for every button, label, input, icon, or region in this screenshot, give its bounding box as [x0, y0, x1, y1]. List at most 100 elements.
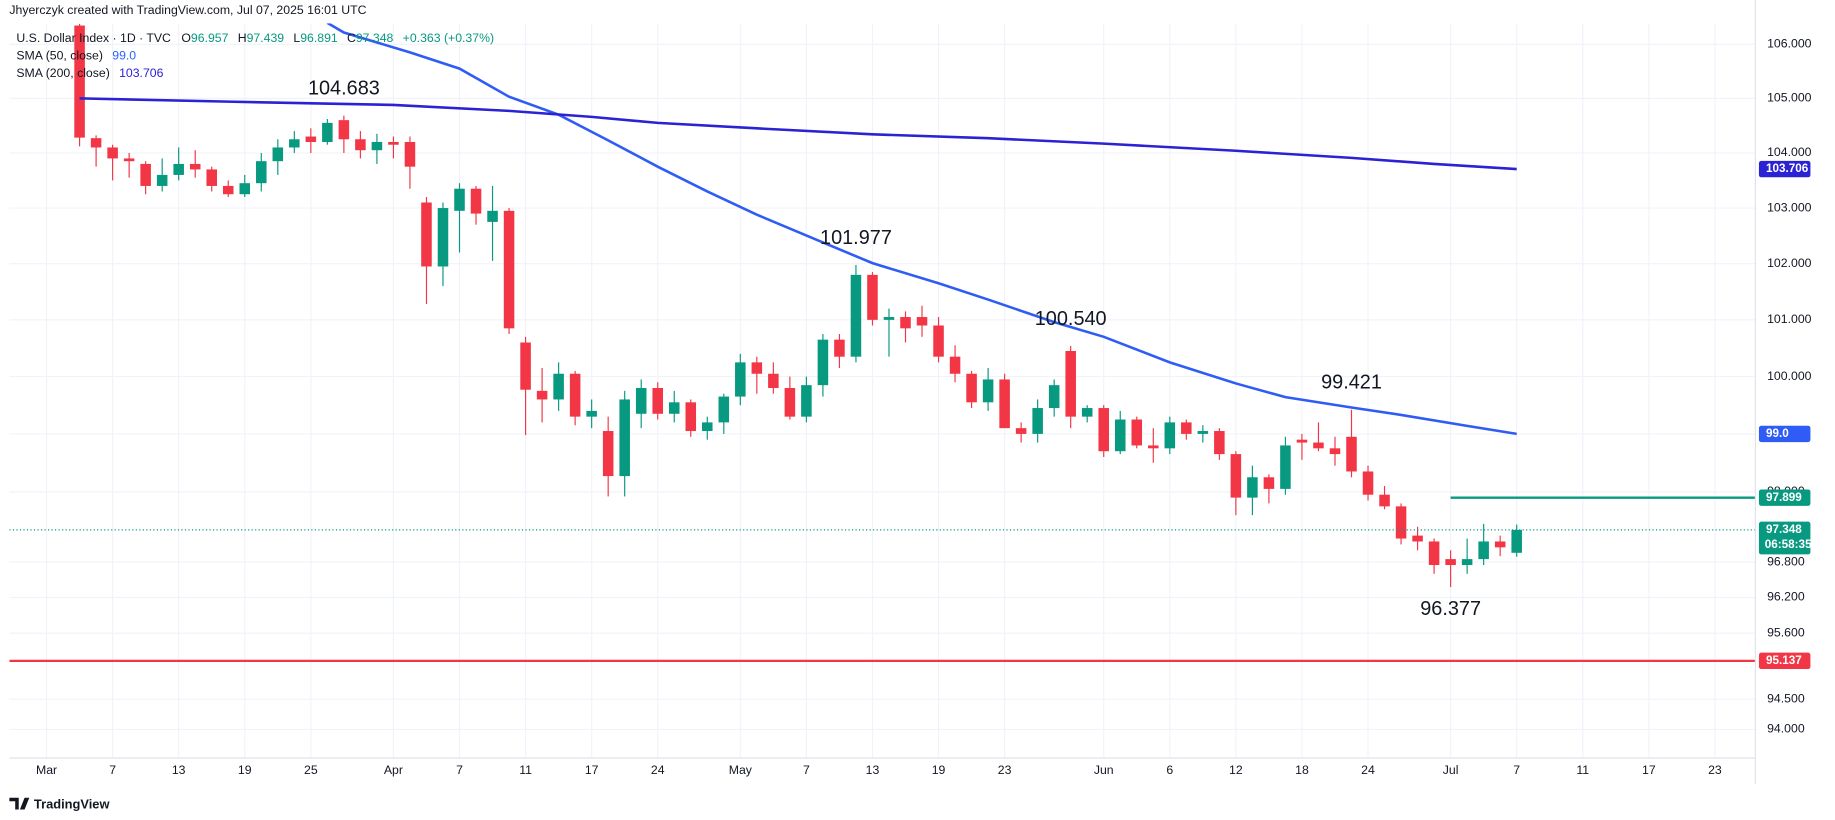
candle-body [1395, 506, 1407, 539]
candle-body [916, 317, 928, 326]
open-value: 96.957 [191, 31, 229, 45]
x-tick-label: 24 [1361, 763, 1375, 777]
candle-body [949, 356, 961, 374]
plot-area [9, 23, 1756, 663]
candle-body [206, 169, 217, 186]
candle-body [256, 161, 267, 184]
candle-body [982, 379, 994, 403]
candle-body [1346, 436, 1357, 472]
y-tick-label: 102.000 [1767, 256, 1812, 270]
candle-body [173, 163, 184, 175]
candle-body [718, 396, 730, 423]
candle-body [156, 174, 168, 186]
annotations: 104.683 101.977 100.540 99.421 96.377 [308, 78, 1481, 621]
candle-body [569, 373, 581, 417]
candle-body [652, 388, 663, 414]
annotation: 96.377 [1420, 598, 1481, 620]
candle-body [702, 422, 713, 432]
legend-sma200: SMA (200, close) 103.706 [16, 66, 163, 80]
candle-body [1181, 422, 1192, 434]
candle-body [1280, 445, 1291, 489]
sma-line [79, 97, 1517, 171]
sma-tag-bg [1758, 425, 1811, 443]
candle-body [1164, 422, 1176, 449]
candle-body [1263, 477, 1275, 489]
candle-body [850, 274, 862, 357]
x-tick-label: 7 [456, 763, 463, 777]
candle-body [685, 402, 697, 432]
x-tick-label: 12 [1229, 763, 1243, 777]
x-tick-label: Jul [1443, 763, 1459, 777]
sma-tag: 99.0 [1766, 427, 1789, 440]
candle-body [834, 339, 845, 357]
candle-body [635, 388, 647, 414]
logo-mark [9, 797, 30, 810]
x-tick-label: Jun [1094, 763, 1114, 777]
footer-brand: TradingView [34, 796, 111, 811]
y-tick-label: 100.000 [1767, 369, 1812, 383]
sma-tag: 103.706 [1766, 162, 1809, 175]
y-tick-label: 95.600 [1767, 625, 1805, 639]
y-tick-label: 94.500 [1767, 691, 1805, 705]
change: +0.363 (+0.37%) [403, 31, 494, 45]
candle-body [437, 208, 449, 267]
y-tick-label: 96.800 [1767, 554, 1805, 568]
x-tick-label: 18 [1295, 763, 1309, 777]
candle-body [735, 362, 746, 397]
x-tick-label: 13 [172, 763, 186, 777]
candle-body [305, 136, 317, 142]
legend-name: SMA (200, close) [16, 66, 109, 80]
candle-body [503, 210, 515, 329]
candle-body [1148, 445, 1159, 449]
candle-body [470, 188, 482, 214]
candle-body [751, 362, 763, 374]
last-price-tag-bg [1758, 521, 1811, 555]
candle-body [222, 185, 234, 195]
x-tick-label: 11 [519, 763, 532, 777]
candle-body [1511, 529, 1522, 553]
candle-body [999, 379, 1010, 429]
close-letter: C [347, 31, 356, 45]
candle-body [1230, 454, 1242, 498]
x-tick-label: May [729, 763, 753, 777]
candle-body [1065, 350, 1076, 417]
candle-body [1048, 385, 1060, 409]
y-tick-label: 106.000 [1767, 37, 1812, 51]
y-tick-label: 94.000 [1767, 722, 1805, 736]
candle-body [140, 163, 151, 186]
x-tick-label: 17 [1642, 763, 1656, 777]
x-tick-label: 19 [932, 763, 946, 777]
y-tick-label: 103.000 [1767, 200, 1812, 214]
annotation: 99.421 [1321, 372, 1382, 394]
candle-body [768, 373, 779, 389]
x-tick-label: Mar [36, 763, 57, 777]
price-level-tag-bg [1758, 652, 1811, 670]
candle-body [1313, 442, 1324, 449]
candle-body [289, 139, 300, 148]
candle-body [239, 183, 251, 195]
candle-body [388, 141, 399, 145]
legend-value: 103.706 [119, 66, 164, 80]
candle-body [272, 147, 284, 162]
candle-body [900, 317, 911, 329]
candle-body [1098, 408, 1109, 452]
annotation: 104.683 [308, 78, 380, 100]
candle-body [1247, 477, 1258, 498]
y-tick-label: 105.000 [1767, 91, 1812, 105]
logo: TradingView [9, 796, 110, 811]
candle-body [421, 202, 432, 267]
candle-body [107, 147, 118, 159]
x-tick-label: 23 [998, 763, 1012, 777]
symbol: U.S. Dollar Index · 1D · TVC [16, 31, 171, 45]
y-tick-label: 101.000 [1767, 312, 1812, 326]
low-value: 96.891 [300, 31, 338, 45]
legend-value: 99.0 [112, 49, 136, 63]
candle-body [1214, 431, 1225, 455]
candle-body [784, 388, 796, 417]
high-value: 97.439 [247, 31, 285, 45]
candle-body [1428, 541, 1440, 565]
sma-line [326, 23, 1517, 436]
x-tick-label: 23 [1708, 763, 1722, 777]
x-tick-label: 6 [1166, 763, 1173, 777]
